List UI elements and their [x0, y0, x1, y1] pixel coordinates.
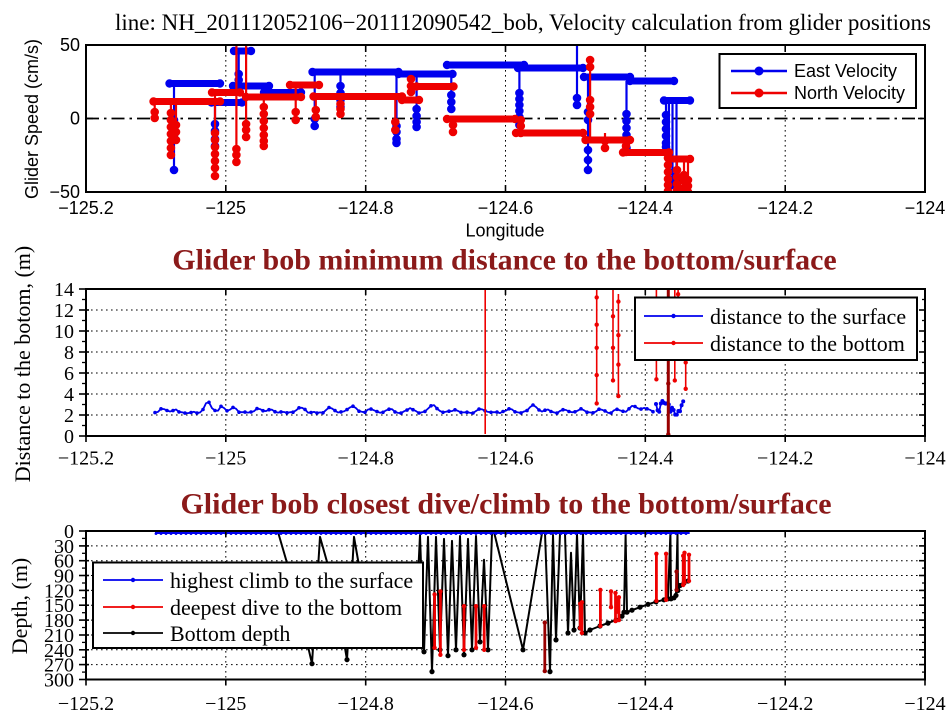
- svg-text:300: 300: [44, 670, 74, 692]
- svg-text:0: 0: [70, 109, 80, 129]
- svg-text:−124.2: −124.2: [757, 198, 813, 218]
- svg-text:−50: −50: [49, 182, 80, 202]
- svg-text:240: 240: [44, 640, 74, 662]
- svg-text:210: 210: [44, 625, 74, 647]
- svg-text:−125: −125: [205, 693, 246, 714]
- svg-text:−124.8: −124.8: [338, 693, 394, 714]
- svg-text:30: 30: [54, 536, 74, 558]
- svg-text:0: 0: [64, 521, 74, 543]
- svg-text:−124: −124: [904, 693, 945, 714]
- svg-text:−124.8: −124.8: [338, 448, 394, 470]
- svg-text:−124.4: −124.4: [617, 448, 673, 470]
- svg-text:deepest dive to the bottom: deepest dive to the bottom: [170, 595, 402, 620]
- svg-text:6: 6: [64, 363, 74, 385]
- svg-text:−125.2: −125.2: [58, 198, 114, 218]
- svg-text:Distance to the botom, (m): Distance to the botom, (m): [10, 246, 35, 482]
- svg-text:distance to the bottom: distance to the bottom: [710, 331, 905, 356]
- svg-text:distance to the surface: distance to the surface: [710, 304, 906, 329]
- svg-text:−125.2: −125.2: [58, 693, 114, 714]
- svg-text:Depth, (m): Depth, (m): [7, 558, 32, 655]
- svg-text:2: 2: [64, 405, 74, 427]
- svg-text:Longitude: Longitude: [465, 221, 544, 241]
- svg-text:−124: −124: [905, 198, 946, 218]
- svg-text:10: 10: [54, 321, 74, 343]
- svg-text:Glider Speed (cm/s): Glider Speed (cm/s): [22, 39, 42, 199]
- svg-text:−124: −124: [904, 448, 945, 470]
- svg-text:−124.2: −124.2: [757, 693, 813, 714]
- svg-text:North Velocity: North Velocity: [794, 83, 905, 103]
- svg-text:50: 50: [60, 35, 80, 55]
- svg-text:Glider bob closest dive/climb: Glider bob closest dive/climb to the bot…: [180, 488, 831, 521]
- svg-text:−124.8: −124.8: [338, 198, 394, 218]
- svg-text:Bottom depth: Bottom depth: [170, 621, 290, 646]
- svg-text:90: 90: [54, 566, 74, 588]
- svg-text:−125.2: −125.2: [58, 448, 114, 470]
- svg-text:120: 120: [44, 580, 74, 602]
- svg-text:150: 150: [44, 595, 74, 617]
- svg-text:−124.6: −124.6: [477, 693, 533, 714]
- svg-text:−124.4: −124.4: [618, 198, 674, 218]
- svg-text:−124.2: −124.2: [757, 448, 813, 470]
- svg-text:8: 8: [64, 342, 74, 364]
- svg-text:highest climb to the surface: highest climb to the surface: [170, 568, 413, 593]
- svg-text:−125: −125: [206, 198, 247, 218]
- svg-text:12: 12: [54, 300, 74, 322]
- svg-text:270: 270: [44, 655, 74, 677]
- svg-text:60: 60: [54, 551, 74, 573]
- svg-text:−124.6: −124.6: [477, 448, 533, 470]
- svg-text:0: 0: [64, 426, 74, 448]
- svg-text:180: 180: [44, 610, 74, 632]
- svg-text:14: 14: [54, 279, 74, 301]
- svg-text:Glider bob minimum distance to: Glider bob minimum distance to the botto…: [172, 244, 836, 277]
- svg-text:−124.6: −124.6: [478, 198, 534, 218]
- svg-text:line: NH_201112052106−20111209: line: NH_201112052106−201112090542_bob, …: [115, 10, 931, 35]
- svg-text:−124.4: −124.4: [617, 693, 673, 714]
- svg-text:−125: −125: [205, 448, 246, 470]
- svg-text:East Velocity: East Velocity: [794, 61, 897, 81]
- svg-text:4: 4: [64, 384, 74, 406]
